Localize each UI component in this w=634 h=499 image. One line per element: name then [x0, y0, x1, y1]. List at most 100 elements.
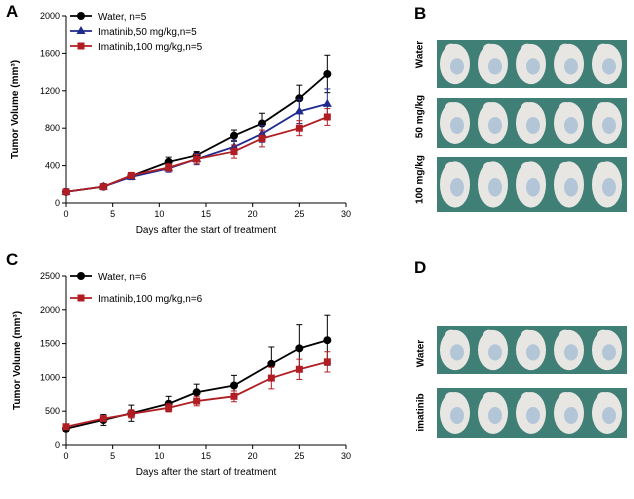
mouse-head	[445, 102, 457, 112]
mouse	[592, 161, 622, 208]
x-tick-label: 25	[294, 451, 304, 461]
mouse-head	[559, 392, 571, 402]
tumor	[526, 177, 540, 197]
mouse	[440, 392, 470, 434]
x-tick-label: 20	[248, 451, 258, 461]
series-line	[65, 73, 328, 193]
panel-label-c: C	[6, 250, 19, 269]
photo-row-label-water-d: Water	[415, 339, 427, 368]
data-point	[99, 415, 107, 423]
mouse	[592, 102, 622, 144]
data-point	[127, 171, 135, 179]
y-tick-label: 2000	[40, 11, 60, 21]
data-point	[267, 359, 276, 368]
mouse-photo-100mg	[437, 157, 627, 212]
tumor	[526, 344, 540, 361]
tumor-volume-chart-a: 0 5 10 15 20 25 30 0 400 800 1200 1600 2000 Days afte…	[10, 11, 351, 236]
y-tick-label: 1200	[40, 86, 60, 96]
mouse	[440, 161, 470, 208]
legend-label: Imatinib,50 mg/kg,n=5	[98, 27, 197, 38]
data-point	[230, 131, 238, 140]
tumor	[526, 117, 540, 134]
tumor-volume-chart-c: 0 5 10 15 20 25 30 0 500 1000 1500 2000 2500 Days aft…	[12, 271, 351, 478]
mouse	[592, 392, 622, 434]
mouse	[440, 43, 470, 85]
panel-label-a: A	[6, 2, 19, 21]
y-tick-label: 2000	[40, 305, 60, 315]
tumor	[488, 344, 502, 361]
tumor	[450, 177, 464, 197]
legend-label: Water, n=6	[98, 272, 147, 283]
tumor	[526, 407, 540, 424]
x-tick-label: 30	[341, 451, 351, 461]
mouse-photo-imatinib	[437, 388, 627, 438]
tumor	[602, 344, 616, 361]
mouse-head	[521, 43, 533, 54]
mouse	[554, 329, 584, 371]
tumor	[450, 407, 464, 424]
mouse-head	[483, 161, 495, 172]
mouse-head	[483, 392, 495, 402]
x-tick-label: 0	[63, 451, 68, 461]
data-point	[267, 374, 275, 382]
tumor	[602, 117, 616, 134]
mouse	[478, 161, 508, 208]
mouse	[516, 43, 546, 85]
x-tick-label: 25	[294, 209, 304, 219]
x-axis-label: Days after the start of treatment	[136, 467, 277, 478]
mouse-head	[483, 43, 495, 54]
tumor	[564, 117, 578, 134]
data-point	[230, 148, 238, 156]
mouse-head	[597, 43, 609, 54]
data-point	[230, 381, 238, 390]
legend-label: Imatinib,100 mg/kg,n=5	[98, 42, 203, 53]
mouse	[440, 329, 470, 371]
y-tick-label: 800	[45, 123, 60, 133]
tumor	[564, 177, 578, 197]
tumor	[526, 58, 540, 75]
mouse-head	[445, 43, 457, 54]
mouse-head	[559, 161, 571, 172]
mouse-head	[597, 102, 609, 112]
mouse	[478, 102, 508, 144]
mouse	[554, 43, 584, 85]
x-axis-label: Days after the start of treatment	[136, 225, 277, 236]
tumor	[602, 407, 616, 424]
data-point	[322, 98, 332, 107]
data-point	[295, 94, 304, 103]
tumor	[564, 58, 578, 75]
y-tick-label: 1500	[40, 339, 60, 349]
mouse-head	[521, 329, 533, 340]
mouse	[516, 102, 546, 144]
y-axis-label: Tumor Volume (mm³)	[12, 311, 23, 410]
mouse	[592, 43, 622, 85]
data-point	[230, 392, 238, 400]
mouse	[554, 392, 584, 434]
data-point	[323, 358, 331, 366]
legend-marker	[77, 12, 85, 20]
x-tick-label: 30	[341, 209, 351, 219]
mouse	[554, 102, 584, 144]
mouse	[478, 392, 508, 434]
mouse-head	[521, 392, 533, 402]
y-axis-label: Tumor Volume (mm³)	[10, 60, 21, 159]
y-tick-label: 400	[45, 161, 60, 171]
mouse-head	[445, 392, 457, 402]
legend-marker	[77, 294, 85, 302]
mouse-head	[483, 329, 495, 340]
mouse	[516, 392, 546, 434]
data-point	[192, 388, 201, 397]
mouse	[478, 43, 508, 85]
series-3	[62, 108, 331, 196]
photo-row-label-50mg: 50 mg/kg	[414, 94, 426, 139]
mouse-photo-50mg	[437, 98, 627, 148]
mouse-head	[597, 392, 609, 402]
mouse-photo-water-b	[437, 40, 627, 88]
y-tick-label: 1000	[40, 372, 60, 382]
data-point	[258, 134, 266, 142]
y-tick-label: 2500	[40, 271, 60, 281]
mouse-head	[559, 329, 571, 340]
tumor	[602, 177, 616, 197]
mouse-head	[559, 43, 571, 54]
tumor	[450, 58, 464, 75]
